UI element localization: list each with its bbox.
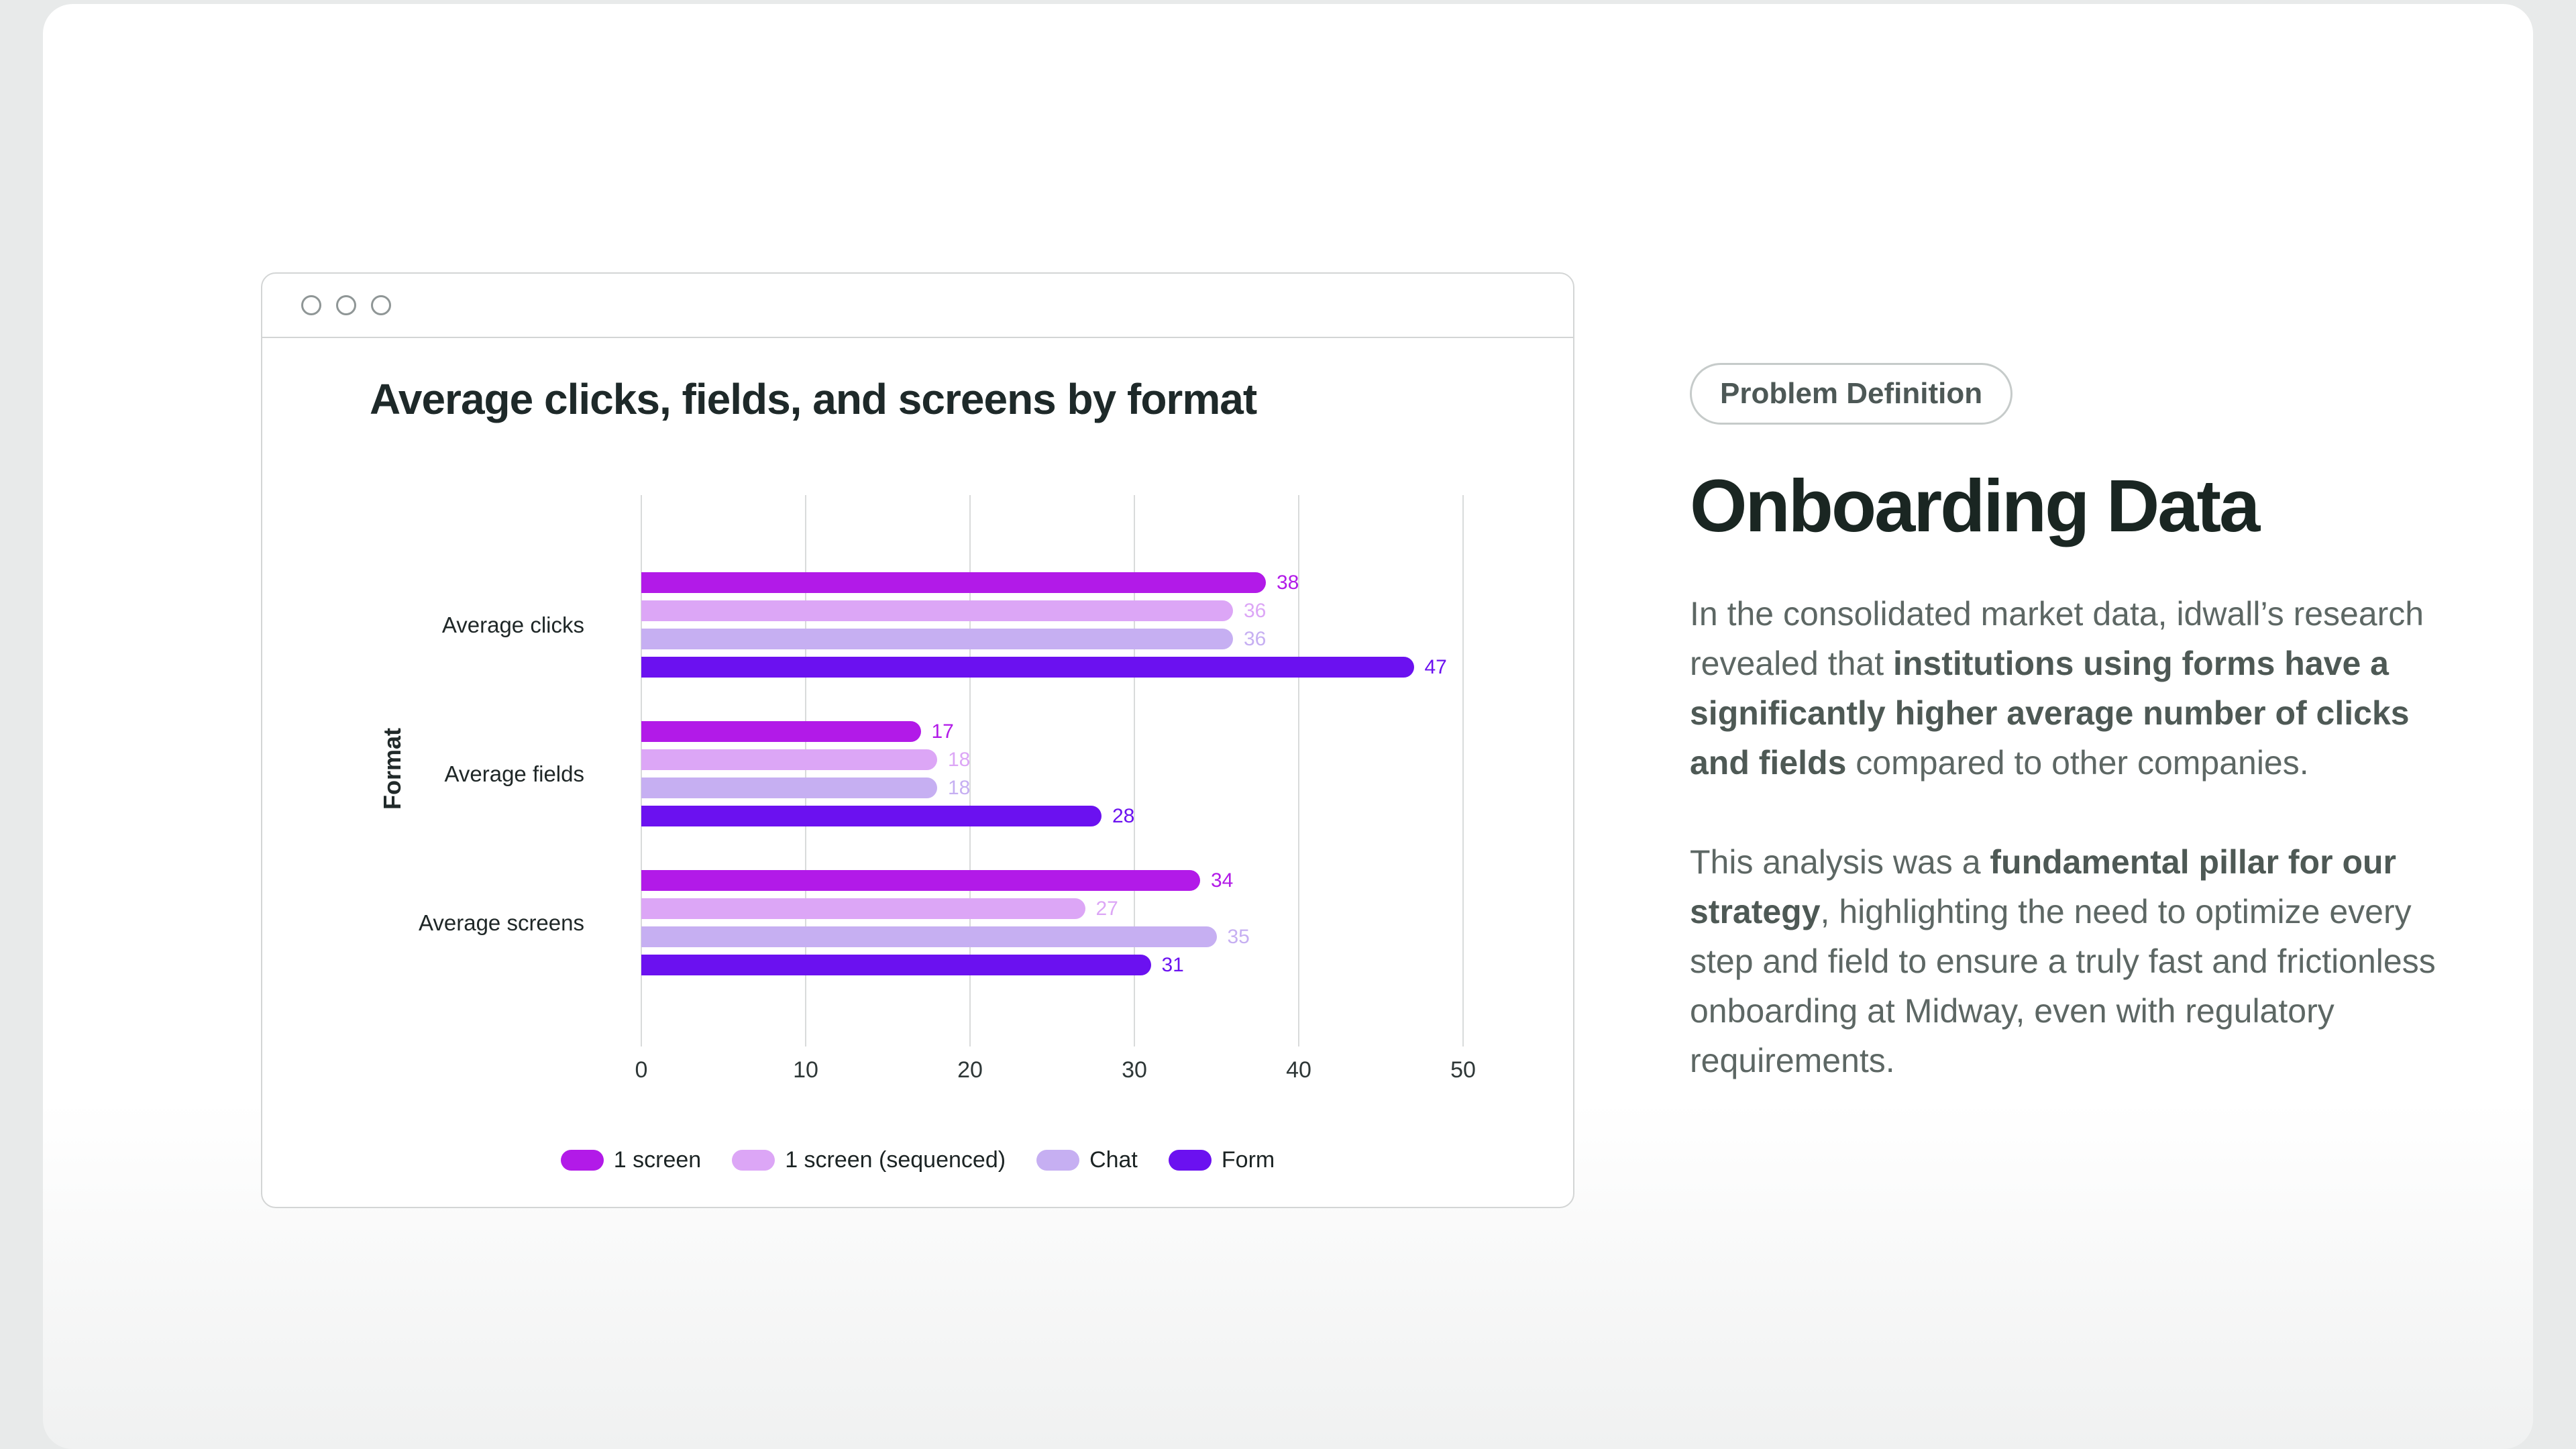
legend-label: Chat <box>1089 1147 1138 1173</box>
browser-window-mockup: Average clicks, fields, and screens by f… <box>261 272 1574 1208</box>
bar <box>641 721 921 742</box>
gridlines <box>641 495 1464 1046</box>
bar-value-label: 35 <box>1227 925 1250 948</box>
bar-groups: 38 36 36 47 17 18 18 28 34 27 35 31 <box>641 572 1463 976</box>
bar-row: 31 <box>641 953 1463 976</box>
body-text: This analysis was a <box>1690 843 1990 881</box>
legend-label: Form <box>1221 1147 1275 1173</box>
gridline <box>1134 495 1135 1046</box>
body-text: In the consolidated market data, idwall’… <box>1690 595 2424 682</box>
window-control-dot <box>301 295 321 315</box>
bar-row: 36 <box>641 599 1463 622</box>
bar-value-label: 38 <box>1277 571 1299 594</box>
bar-row: 35 <box>641 925 1463 948</box>
bar <box>641 955 1151 975</box>
bar <box>641 777 937 798</box>
bar-group: 34 27 35 31 <box>641 869 1463 976</box>
bar <box>641 749 937 770</box>
category-labels: Average clicks Average fields Average scre… <box>303 572 584 975</box>
bar <box>641 600 1233 621</box>
emphasis-text: fundamental pillar for our strategy <box>1690 843 2396 930</box>
bar-group: 17 18 18 28 <box>641 720 1463 827</box>
legend-label: 1 screen <box>613 1147 702 1173</box>
x-tick-label: 0 <box>635 1057 648 1083</box>
bar-row: 34 <box>641 869 1463 892</box>
bar <box>641 572 1266 593</box>
category-label: Average screens <box>418 910 584 935</box>
x-tick-label: 40 <box>1286 1057 1311 1083</box>
body-text: compared to other companies. <box>1846 744 2309 782</box>
chart-title: Average clicks, fields, and screens by f… <box>370 375 1257 423</box>
emphasis-text: institutions using forms have a signific… <box>1690 645 2410 782</box>
bar <box>641 657 1414 678</box>
x-axis-ticks: 0 10 20 30 40 50 <box>635 1057 1476 1087</box>
bar <box>641 870 1200 891</box>
bar <box>641 926 1217 947</box>
legend-swatch <box>560 1150 604 1171</box>
paragraph: In the consolidated market data, idwall’… <box>1690 589 2461 788</box>
bar-value-label: 31 <box>1161 953 1184 976</box>
bar-row: 47 <box>641 655 1463 678</box>
legend-label: 1 screen (sequenced) <box>785 1147 1006 1173</box>
bar-value-label: 17 <box>931 720 954 743</box>
text-column: Problem Definition Onboarding Data In th… <box>1690 363 2481 1085</box>
x-tick-label: 50 <box>1450 1057 1476 1083</box>
bar <box>641 806 1102 826</box>
bar-row: 27 <box>641 897 1463 920</box>
legend-item: 1 screen (sequenced) <box>732 1147 1006 1173</box>
bar <box>641 898 1085 919</box>
window-titlebar <box>262 274 1573 338</box>
window-control-dot <box>371 295 391 315</box>
gridline <box>1462 495 1464 1046</box>
category-label: Average fields <box>444 761 584 786</box>
legend-swatch <box>1168 1150 1212 1171</box>
page-title: Onboarding Data <box>1690 465 2260 547</box>
bar-value-label: 36 <box>1244 627 1267 650</box>
bar-row: 18 <box>641 748 1463 771</box>
category-label: Average clicks <box>441 612 584 637</box>
chart-legend: 1 screen 1 screen (sequenced) Chat Form <box>262 1147 1573 1173</box>
legend-swatch <box>732 1150 775 1171</box>
bar-value-label: 36 <box>1244 599 1267 622</box>
section-badge: Problem Definition <box>1690 363 2013 425</box>
bar-value-label: 47 <box>1424 655 1447 678</box>
bar-value-label: 34 <box>1211 869 1234 892</box>
bar <box>641 629 1233 649</box>
slide-card: Average clicks, fields, and screens by f… <box>43 4 2533 1449</box>
window-control-dot <box>336 295 356 315</box>
legend-item: 1 screen <box>560 1147 702 1173</box>
bar-value-label: 28 <box>1112 804 1135 827</box>
x-tick-label: 10 <box>793 1057 818 1083</box>
x-tick-label: 30 <box>1122 1057 1147 1083</box>
x-tick-label: 20 <box>957 1057 983 1083</box>
legend-item: Chat <box>1036 1147 1138 1173</box>
bar-row: 18 <box>641 776 1463 799</box>
gridline <box>805 495 806 1046</box>
gridline <box>969 495 971 1046</box>
legend-swatch <box>1036 1150 1080 1171</box>
gridline <box>1298 495 1299 1046</box>
bar-row: 28 <box>641 804 1463 827</box>
legend-item: Form <box>1168 1147 1275 1173</box>
bar-row: 17 <box>641 720 1463 743</box>
bar-value-label: 18 <box>948 776 971 799</box>
bar-row: 38 <box>641 571 1463 594</box>
gridline <box>641 495 642 1046</box>
bar-value-label: 18 <box>948 748 971 771</box>
bar-row: 36 <box>641 627 1463 650</box>
body-copy: In the consolidated market data, idwall’… <box>1690 589 2461 1085</box>
bar-value-label: 27 <box>1095 897 1118 920</box>
body-text: , highlighting the need to optimize ever… <box>1690 893 2436 1079</box>
bar-group: 38 36 36 47 <box>641 572 1463 678</box>
paragraph: This analysis was a fundamental pillar f… <box>1690 837 2461 1085</box>
